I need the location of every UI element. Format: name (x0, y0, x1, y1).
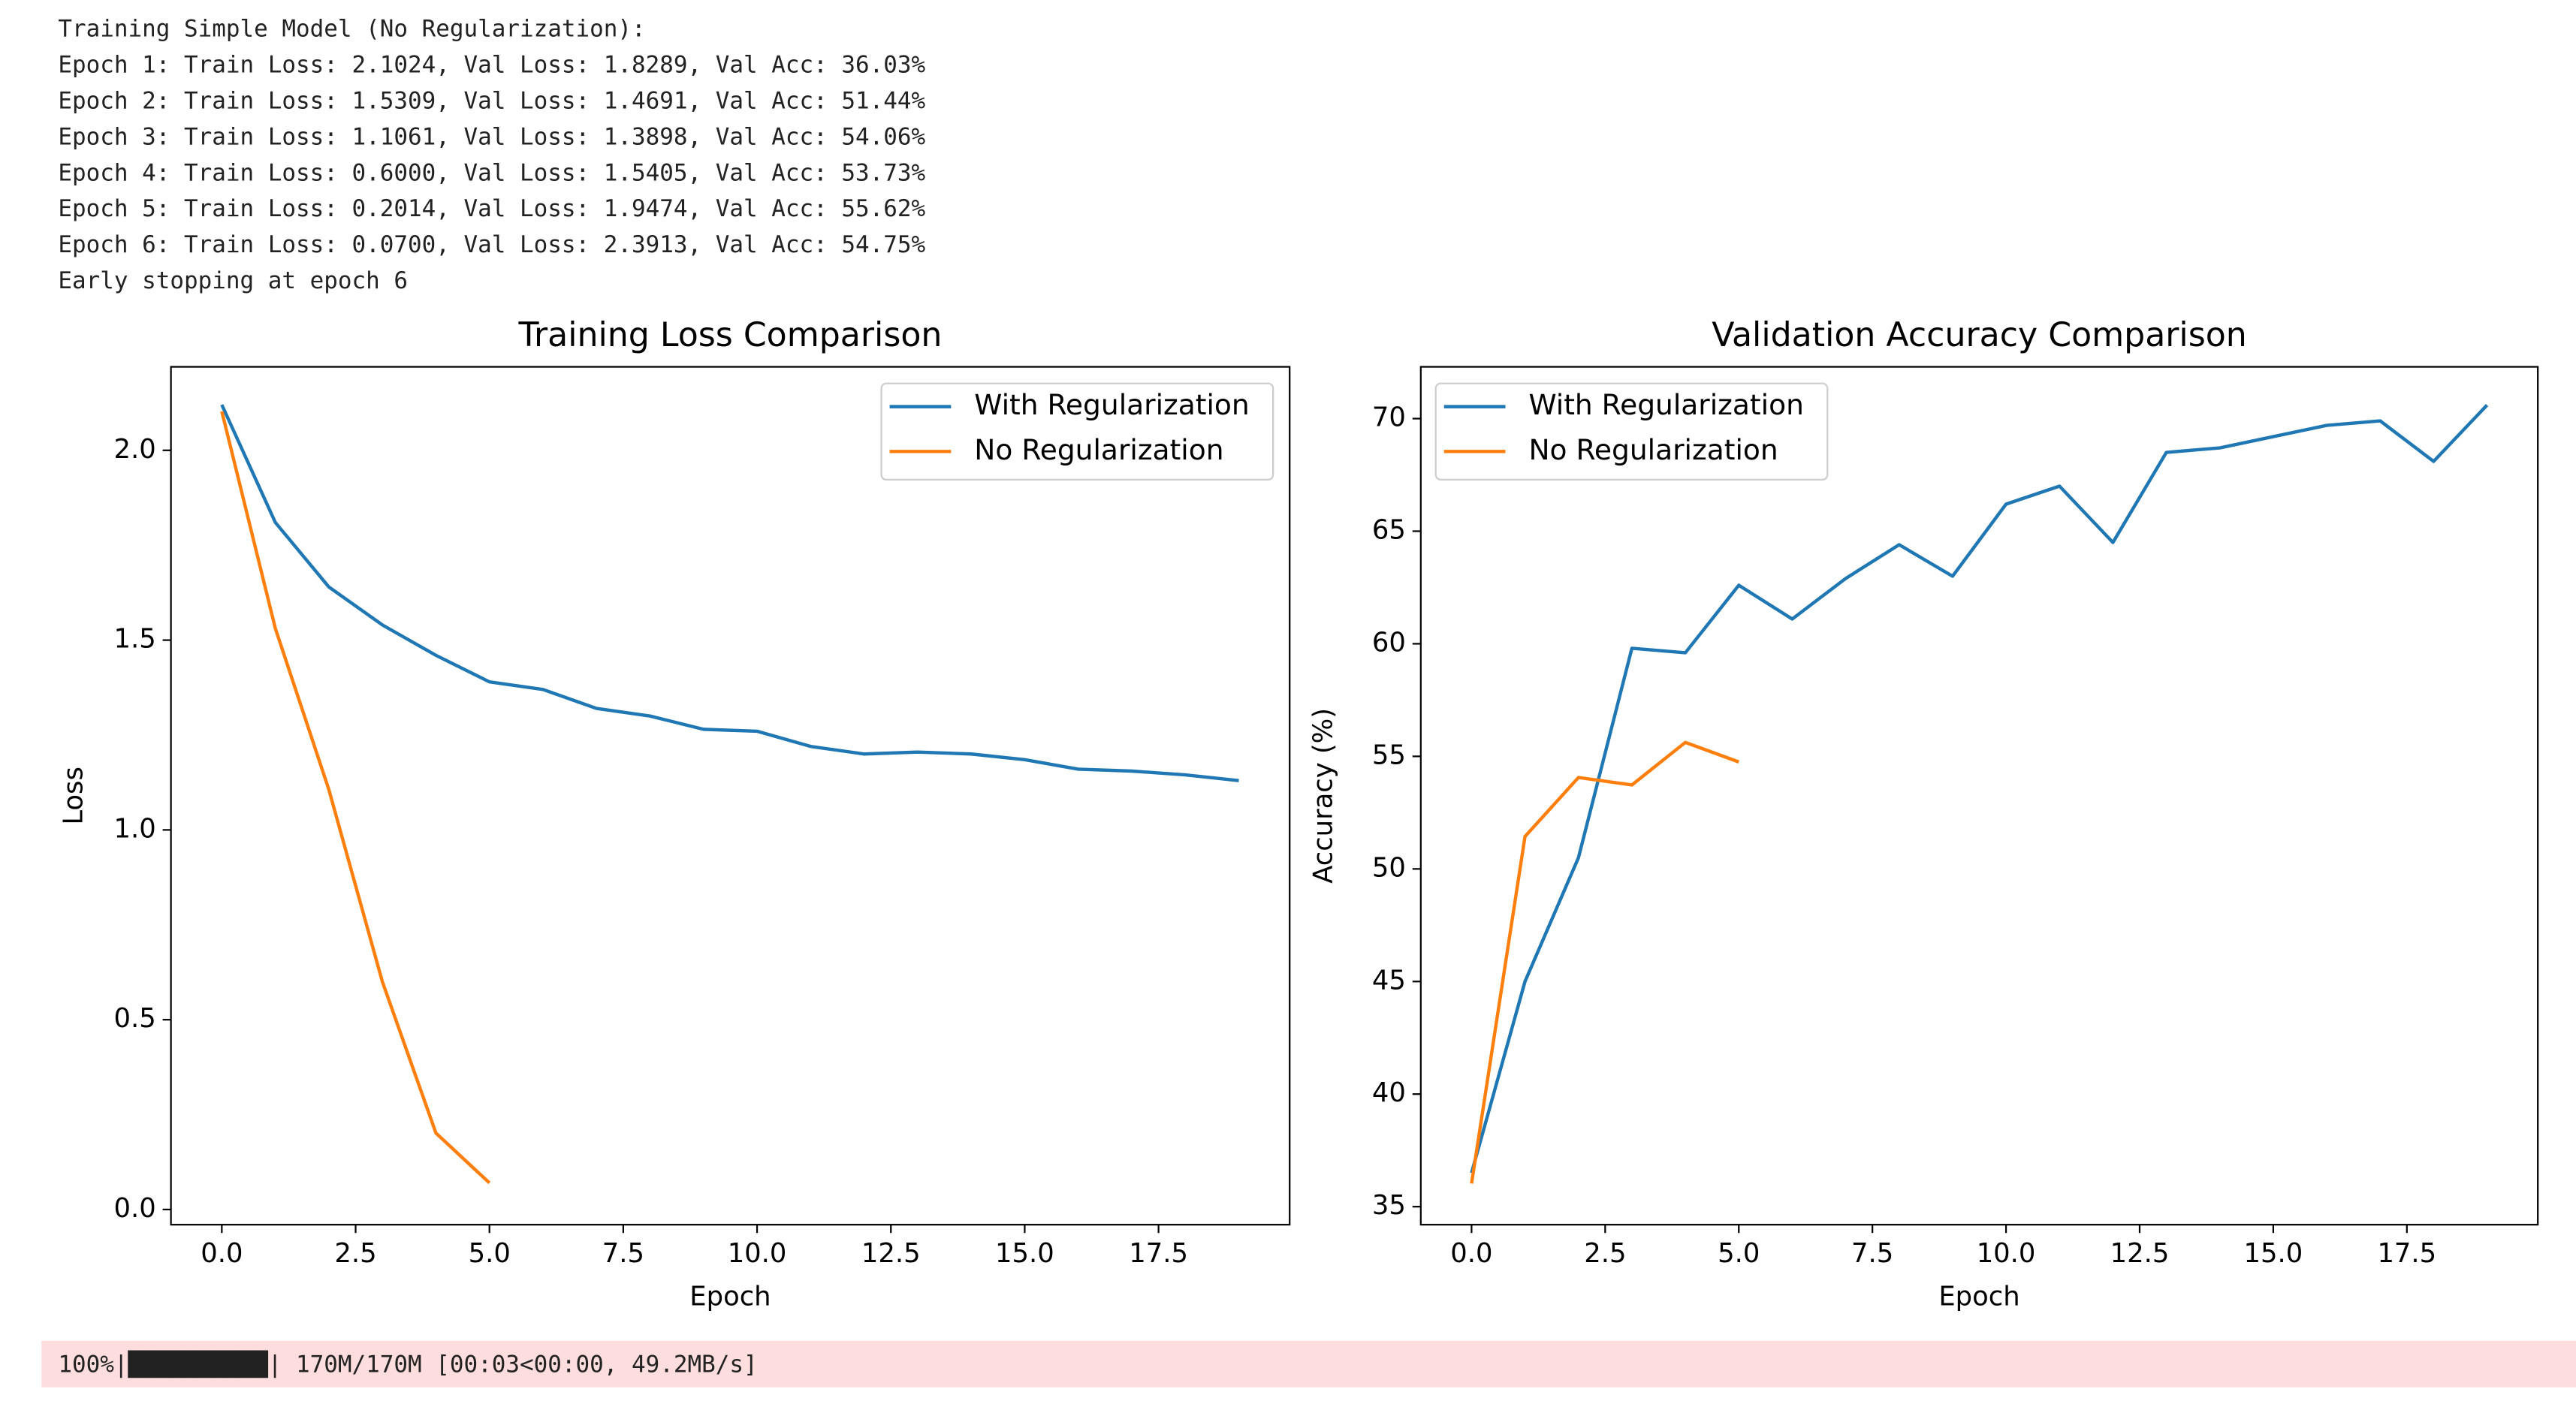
x-tick-label: 0.0 (1450, 1238, 1492, 1269)
x-tick-label: 10.0 (728, 1238, 787, 1269)
y-tick-label: 60 (1372, 627, 1406, 658)
chart-title: Validation Accuracy Comparison (1712, 316, 2247, 354)
y-tick-label: 50 (1372, 852, 1406, 883)
x-tick-label: 15.0 (2244, 1238, 2303, 1269)
y-axis-label: Accuracy (%) (1308, 708, 1339, 884)
series-line (220, 411, 491, 1185)
console-line: Epoch 6: Train Loss: 0.0700, Val Loss: 2… (58, 231, 925, 258)
console-line: Early stopping at epoch 6 (58, 267, 408, 294)
console-line: Epoch 3: Train Loss: 1.1061, Val Loss: 1… (58, 123, 925, 150)
series-line (1470, 740, 1740, 1184)
x-tick-label: 12.5 (2110, 1238, 2170, 1269)
series-line (1470, 404, 2489, 1174)
plot-frame (1419, 366, 2539, 1226)
console-line: Epoch 1: Train Loss: 2.1024, Val Loss: 1… (58, 51, 925, 78)
plot-frame (170, 366, 1291, 1226)
y-tick-label: 55 (1372, 740, 1406, 770)
y-tick-label: 1.5 (114, 624, 156, 655)
x-tick-label: 17.5 (2377, 1238, 2436, 1269)
x-tick-label: 5.0 (469, 1238, 511, 1269)
x-tick-label: 12.5 (861, 1238, 921, 1269)
legend-label: No Regularization (1528, 433, 1778, 466)
progress-background (41, 1340, 2576, 1387)
legend-box (880, 382, 1274, 481)
series-line (220, 404, 1239, 782)
x-tick-label: 7.5 (602, 1238, 644, 1269)
console-line: Training Simple Model (No Regularization… (58, 15, 645, 42)
x-tick-label: 15.0 (995, 1238, 1054, 1269)
y-tick-label: 1.0 (114, 813, 156, 844)
chart-title: Training Loss Comparison (517, 316, 942, 354)
y-tick-label: 45 (1372, 965, 1406, 996)
y-tick-label: 70 (1372, 402, 1406, 433)
y-tick-label: 65 (1372, 514, 1406, 545)
legend-label: With Regularization (1528, 388, 1803, 421)
legend-box (1434, 382, 1829, 481)
x-axis-label: Epoch (1938, 1281, 2019, 1312)
x-tick-label: 7.5 (1851, 1238, 1893, 1269)
progress-text: 100%|██████████| 170M/170M [00:03<00:00,… (58, 1350, 757, 1378)
x-tick-label: 2.5 (1584, 1238, 1626, 1269)
x-tick-label: 17.5 (1129, 1238, 1188, 1269)
y-tick-label: 0.5 (114, 1003, 156, 1034)
x-tick-label: 0.0 (201, 1238, 243, 1269)
x-tick-label: 10.0 (1977, 1238, 2036, 1269)
console-line: Epoch 2: Train Loss: 1.5309, Val Loss: 1… (58, 87, 925, 114)
y-axis-label: Loss (58, 767, 89, 825)
x-axis-label: Epoch (689, 1281, 771, 1312)
y-tick-label: 40 (1372, 1077, 1406, 1108)
legend-label: No Regularization (974, 433, 1223, 466)
console-line: Epoch 4: Train Loss: 0.6000, Val Loss: 1… (58, 159, 925, 186)
y-tick-label: 35 (1372, 1190, 1406, 1221)
y-tick-label: 0.0 (114, 1193, 156, 1224)
y-tick-label: 2.0 (114, 434, 156, 465)
x-tick-label: 2.5 (334, 1238, 376, 1269)
console-line: Epoch 5: Train Loss: 0.2014, Val Loss: 1… (58, 195, 925, 222)
x-tick-label: 5.0 (1718, 1238, 1760, 1269)
legend-label: With Regularization (974, 388, 1249, 421)
